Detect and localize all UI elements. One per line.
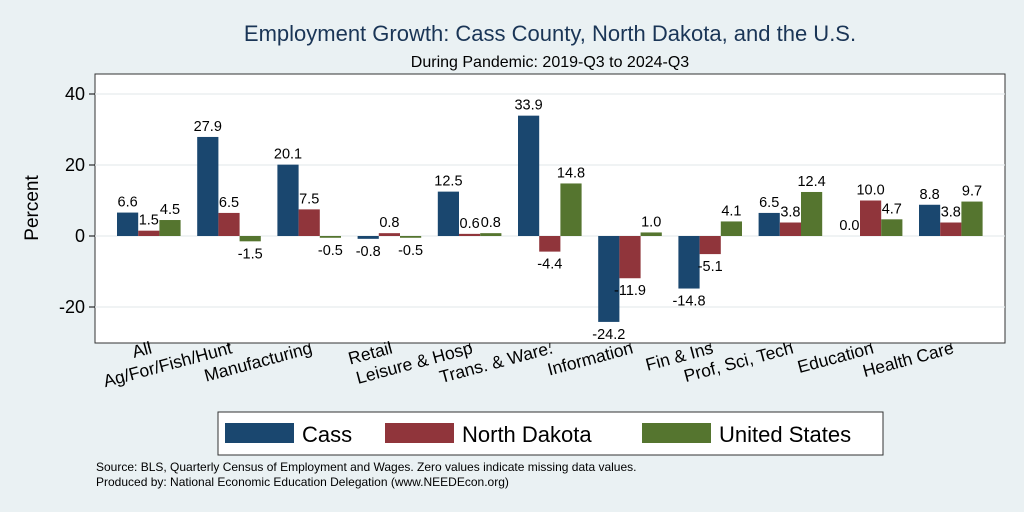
data-label: 3.8 xyxy=(941,205,961,221)
bar-united-states xyxy=(400,236,422,238)
data-label: -0.8 xyxy=(356,244,381,260)
data-label: 0.8 xyxy=(379,215,399,231)
bar-north-dakota xyxy=(459,233,481,236)
source-note: Source: BLS, Quarterly Census of Employm… xyxy=(96,460,636,474)
data-label: 7.5 xyxy=(299,191,319,207)
bar-cass xyxy=(919,204,941,236)
data-label: -11.9 xyxy=(614,283,646,299)
legend-box xyxy=(217,411,884,456)
chart-title: Employment Growth: Cass County, North Da… xyxy=(244,21,856,46)
data-label: 27.9 xyxy=(194,119,222,135)
data-label: 3.8 xyxy=(780,205,800,221)
plot-area xyxy=(94,73,1006,344)
bar-north-dakota xyxy=(779,222,801,236)
bar-cass xyxy=(277,164,299,236)
bar-united-states xyxy=(239,236,261,242)
bar-united-states xyxy=(480,233,502,236)
legend-swatch-united-states xyxy=(642,423,711,443)
bar-united-states xyxy=(319,236,341,238)
data-label: -4.4 xyxy=(537,257,562,273)
y-tick-label: -20 xyxy=(59,297,85,317)
data-label: 1.5 xyxy=(139,213,159,229)
y-tick-label: 40 xyxy=(65,84,85,104)
data-label: 20.1 xyxy=(274,147,302,163)
y-axis-ticks: -20 0 20 40 xyxy=(59,84,95,317)
y-tick-label: 20 xyxy=(65,155,85,175)
bar-north-dakota xyxy=(378,233,400,236)
bar-north-dakota xyxy=(699,236,721,255)
data-label: 0.6 xyxy=(460,216,480,232)
y-tick-label: 0 xyxy=(75,226,85,246)
data-label: 9.7 xyxy=(962,184,982,200)
bar-united-states xyxy=(640,232,662,236)
data-label: 4.7 xyxy=(882,201,902,217)
bar-north-dakota xyxy=(218,212,240,236)
legend-swatch-north-dakota xyxy=(385,423,454,443)
chart-subtitle: During Pandemic: 2019-Q3 to 2024-Q3 xyxy=(411,54,689,71)
data-label: 4.1 xyxy=(721,203,741,219)
data-label: 6.6 xyxy=(118,195,138,211)
bar-cass xyxy=(518,115,540,236)
data-label: 14.8 xyxy=(557,165,585,181)
bar-cass xyxy=(758,212,780,236)
data-label: 4.5 xyxy=(160,202,180,218)
bar-north-dakota xyxy=(298,209,320,236)
data-label: -5.1 xyxy=(698,259,723,275)
bar-north-dakota xyxy=(860,200,882,236)
bar-united-states xyxy=(881,219,903,236)
bar-united-states xyxy=(961,201,983,236)
data-label: 6.5 xyxy=(219,195,239,211)
bars xyxy=(117,115,983,322)
bar-cass xyxy=(197,136,219,236)
data-label: -14.8 xyxy=(672,294,705,310)
x-category-label: All xyxy=(130,338,154,362)
y-axis-label: Percent xyxy=(22,175,43,241)
data-label: 12.5 xyxy=(434,174,462,190)
data-label: 6.5 xyxy=(759,195,779,211)
data-label: 33.9 xyxy=(514,98,542,114)
bar-north-dakota xyxy=(539,236,561,252)
bar-united-states xyxy=(560,183,582,236)
bar-united-states xyxy=(720,221,742,236)
data-label: 0.0 xyxy=(839,218,859,234)
bar-north-dakota xyxy=(138,230,160,236)
data-label: -1.5 xyxy=(238,246,263,262)
bar-north-dakota xyxy=(619,236,641,279)
bar-cass xyxy=(598,236,620,322)
legend-label: Cass xyxy=(302,422,352,447)
data-label: -0.5 xyxy=(318,243,343,259)
bar-cass xyxy=(357,236,379,239)
bar-cass xyxy=(117,212,139,236)
bar-cass xyxy=(678,236,700,289)
legend-label: North Dakota xyxy=(462,422,592,447)
bar-north-dakota xyxy=(940,222,962,236)
data-label: 8.8 xyxy=(920,187,940,203)
legend-swatch-cass xyxy=(225,423,294,443)
legend: Cass North Dakota United States xyxy=(225,422,851,447)
data-label: 10.0 xyxy=(856,183,884,199)
data-label: 1.0 xyxy=(641,214,661,230)
bar-united-states xyxy=(159,220,181,236)
data-label: 0.8 xyxy=(481,215,501,231)
data-label: -0.5 xyxy=(398,243,423,259)
bar-cass xyxy=(437,191,459,236)
bar-united-states xyxy=(801,191,823,236)
data-label: 12.4 xyxy=(797,174,825,190)
data-label: -24.2 xyxy=(592,327,625,343)
producer-note: Produced by: National Economic Education… xyxy=(96,475,509,489)
data-labels: 6.61.54.5 27.9 6.5 -1.5 20.1 7.5 -0.5 -0.8 0.8 -0… xyxy=(118,98,983,343)
legend-label: United States xyxy=(719,422,851,447)
